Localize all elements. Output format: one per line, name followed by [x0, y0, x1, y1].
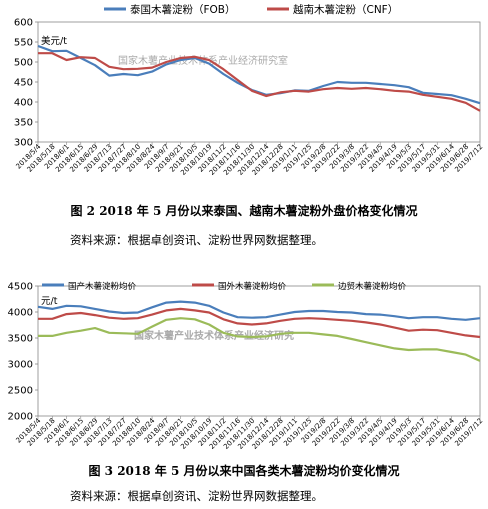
legend-label-3: 边贸木薯淀粉均价 [338, 281, 407, 292]
y-tick-label: 4500 [8, 282, 33, 293]
chart-2-svg: 2000250030003500400045002018/5/42018/5/1… [8, 281, 485, 451]
y-tick-label: 2500 [8, 386, 33, 397]
series-line-2 [38, 307, 481, 339]
y-tick-label: 4000 [8, 308, 33, 319]
y-tick-label: 400 [14, 98, 33, 109]
series-line-2 [38, 52, 481, 112]
series-line-3 [38, 317, 481, 362]
figure-2-caption: 图 2 2018 年 5 月份以来泰国、越南木薯淀粉外盘价格变化情况 [70, 204, 418, 218]
plot-frame [37, 285, 481, 417]
y-tick-label: 300 [14, 138, 33, 149]
legend-label-1: 泰国木薯淀粉（FOB） [130, 3, 236, 16]
figure-3-caption: 图 3 2018 年 5 月份以来中国各类木薯淀粉均价变化情况 [88, 464, 400, 478]
series-line-1 [37, 300, 481, 321]
y-tick-label: 3500 [8, 334, 33, 345]
y-tick-label: 3000 [8, 360, 33, 371]
legend-label-2: 国外木薯淀粉均价 [218, 281, 287, 292]
plot-frame [37, 21, 481, 143]
series-line-1 [37, 44, 481, 105]
legend-label-1: 国产木薯淀粉均价 [68, 281, 137, 292]
watermark-text: 国家木薯产业技术体系产业经济研究 [134, 329, 294, 342]
chart-china-prices: 2000 2500 3000 3500 4000 4500 2018/5/4 2018/5/1… [0, 276, 488, 456]
figure-2-source: 资料来源：根据卓创资讯、淀粉世界网数据整理。 [70, 233, 323, 247]
legend-label-2: 越南木薯淀粉（CNF） [293, 3, 398, 16]
y-tick-label: 350 [14, 118, 33, 129]
unit-label: 元/t [41, 296, 58, 307]
y-tick-label: 500 [14, 58, 33, 69]
chart-thai-vietnam-prices: 300 350 400 450 500 550 600 2018/5/4 2018/5/18 20… [0, 0, 488, 196]
figure-3-source: 资料来源：根据卓创资讯、淀粉世界网数据整理。 [70, 489, 323, 503]
chart-1-svg: 3003504004505005506002018/5/42018/5/1820… [14, 3, 485, 177]
y-tick-label: 550 [14, 38, 33, 49]
unit-label: 美元/t [41, 35, 67, 47]
y-tick-label: 2000 [8, 412, 33, 423]
y-tick-label: 450 [14, 78, 33, 89]
y-tick-label: 600 [14, 18, 33, 29]
